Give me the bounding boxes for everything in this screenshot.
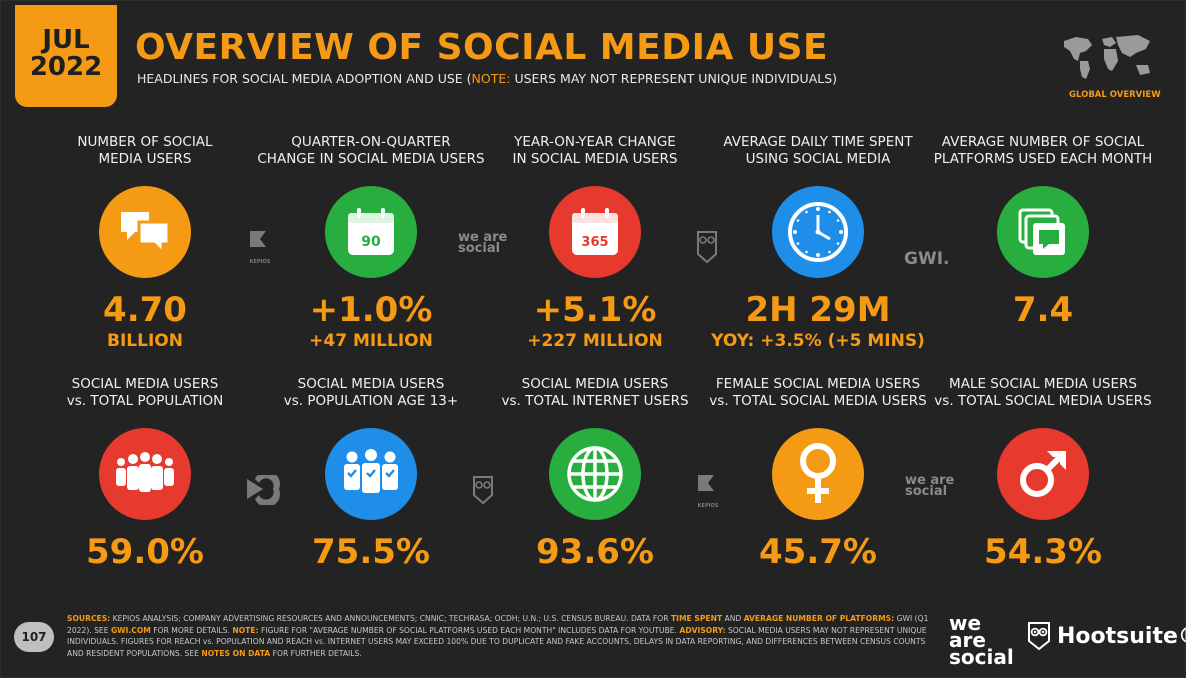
date-badge: JUL 2022: [15, 5, 117, 107]
stat-value: 75.5%: [312, 532, 430, 572]
stat-subvalue: +47 MILLION: [309, 331, 433, 351]
subtitle-note: NOTE:: [471, 71, 511, 86]
stat-subvalue: YOY: +3.5% (+5 MINS): [711, 331, 925, 351]
stat-value: +5.1%: [533, 290, 657, 330]
date-month: JUL: [42, 25, 90, 55]
calendar-number: 90: [361, 234, 381, 250]
stat-value: 54.3%: [984, 532, 1102, 572]
people-check-icon: [325, 428, 417, 520]
datareportal-watermark: [245, 471, 281, 509]
stat-male-users: MALE SOCIAL MEDIA USERS vs. TOTAL SOCIAL …: [927, 376, 1159, 572]
calendar-number: 365: [581, 235, 608, 250]
stat-label: MALE SOCIAL MEDIA USERS vs. TOTAL SOCIAL …: [934, 376, 1152, 409]
region-label: GLOBAL OVERVIEW: [1069, 90, 1161, 100]
stat-label: NUMBER OF SOCIAL MEDIA USERS: [77, 134, 213, 167]
gwi-watermark: GWI.: [904, 249, 950, 269]
we-are-social-logo: we are social: [949, 611, 1014, 669]
stat-value: 4.70: [103, 290, 187, 330]
stat-label: SOCIAL MEDIA USERS vs. POPULATION AGE 13+: [283, 376, 459, 409]
page-title: OVERVIEW OF SOCIAL MEDIA USE: [135, 27, 829, 68]
stat-value: 45.7%: [759, 532, 877, 572]
world-map-icon: [1064, 35, 1150, 79]
hootsuite-owl-watermark: [472, 475, 494, 509]
kepios-watermark: KEPIOS: [247, 229, 273, 265]
stacked-chat-icon: [997, 186, 1089, 278]
gwi-link[interactable]: GWI.COM: [110, 625, 151, 635]
stat-vs-population-13plus: SOCIAL MEDIA USERS vs. POPULATION AGE 13+…: [255, 376, 487, 572]
hootsuite-owl-icon: [1028, 622, 1050, 651]
stat-value: 2H 29M: [745, 290, 891, 330]
stat-yoy-change: YEAR-ON-YEAR CHANGE IN SOCIAL MEDIA USERS…: [479, 134, 711, 351]
notes-on-data-link[interactable]: NOTES ON DATA: [201, 648, 271, 658]
datareportal-logo-icon: [247, 471, 280, 507]
stat-label: AVERAGE DAILY TIME SPENT USING SOCIAL MED…: [723, 134, 913, 167]
page-subtitle: HEADLINES FOR SOCIAL MEDIA ADOPTION AND …: [137, 71, 837, 86]
stat-female-users: FEMALE SOCIAL MEDIA USERS vs. TOTAL SOCIA…: [702, 376, 934, 572]
subtitle-rest: USERS MAY NOT REPRESENT UNIQUE INDIVIDUA…: [510, 71, 838, 86]
stat-vs-internet-users: SOCIAL MEDIA USERS vs. TOTAL INTERNET USE…: [479, 376, 711, 572]
stat-social-media-users: NUMBER OF SOCIAL MEDIA USERS 4.70 BILLION: [29, 134, 261, 351]
speech-bubbles-icon: [99, 186, 191, 278]
crowd-icon: [99, 428, 191, 520]
calendar-icon: 90: [325, 186, 417, 278]
subtitle-prefix: HEADLINES FOR SOCIAL MEDIA ADOPTION AND …: [137, 71, 472, 86]
male-icon: [997, 428, 1089, 520]
female-icon: [772, 428, 864, 520]
stat-subvalue: BILLION: [107, 331, 183, 351]
kepios-watermark: KEPIOS: [695, 473, 721, 509]
calendar-icon: 365: [549, 186, 641, 278]
stat-vs-total-population: SOCIAL MEDIA USERS vs. TOTAL POPULATION 5…: [29, 376, 261, 572]
we-are-social-watermark: we are social: [458, 230, 508, 256]
stat-value: 7.4: [1012, 290, 1074, 330]
stat-label: QUARTER-ON-QUARTER CHANGE IN SOCIAL MEDIA…: [257, 134, 485, 167]
hootsuite-logo: Hootsuite®: [1027, 621, 1186, 651]
sources-footnote: SOURCES: KEPIOS ANALYSIS; COMPANY ADVERT…: [67, 614, 929, 658]
stat-value: 93.6%: [536, 532, 654, 572]
clock-icon: [772, 186, 864, 278]
stat-label: SOCIAL MEDIA USERS vs. TOTAL INTERNET USE…: [501, 376, 689, 409]
stat-label: SOCIAL MEDIA USERS vs. TOTAL POPULATION: [66, 376, 224, 409]
stat-label: FEMALE SOCIAL MEDIA USERS vs. TOTAL SOCIA…: [709, 376, 927, 409]
stat-value: 59.0%: [86, 532, 204, 572]
kepios-logo-icon: [250, 231, 266, 247]
page-number: 107: [14, 622, 54, 652]
stat-label: YEAR-ON-YEAR CHANGE IN SOCIAL MEDIA USERS: [512, 134, 678, 167]
stat-avg-platforms: AVERAGE NUMBER OF SOCIAL PLATFORMS USED E…: [927, 134, 1159, 331]
kepios-logo-icon: [698, 475, 714, 491]
we-are-social-watermark: we are social: [905, 473, 955, 499]
date-year: 2022: [29, 52, 103, 83]
hootsuite-owl-watermark: [696, 230, 718, 268]
stat-qoq-change: QUARTER-ON-QUARTER CHANGE IN SOCIAL MEDIA…: [255, 134, 487, 351]
globe-icon: [549, 428, 641, 520]
stat-label: AVERAGE NUMBER OF SOCIAL PLATFORMS USED E…: [933, 134, 1153, 167]
stat-daily-time: AVERAGE DAILY TIME SPENT USING SOCIAL MED…: [702, 134, 934, 351]
stat-value: +1.0%: [309, 290, 433, 330]
stat-subvalue: +227 MILLION: [527, 331, 663, 351]
